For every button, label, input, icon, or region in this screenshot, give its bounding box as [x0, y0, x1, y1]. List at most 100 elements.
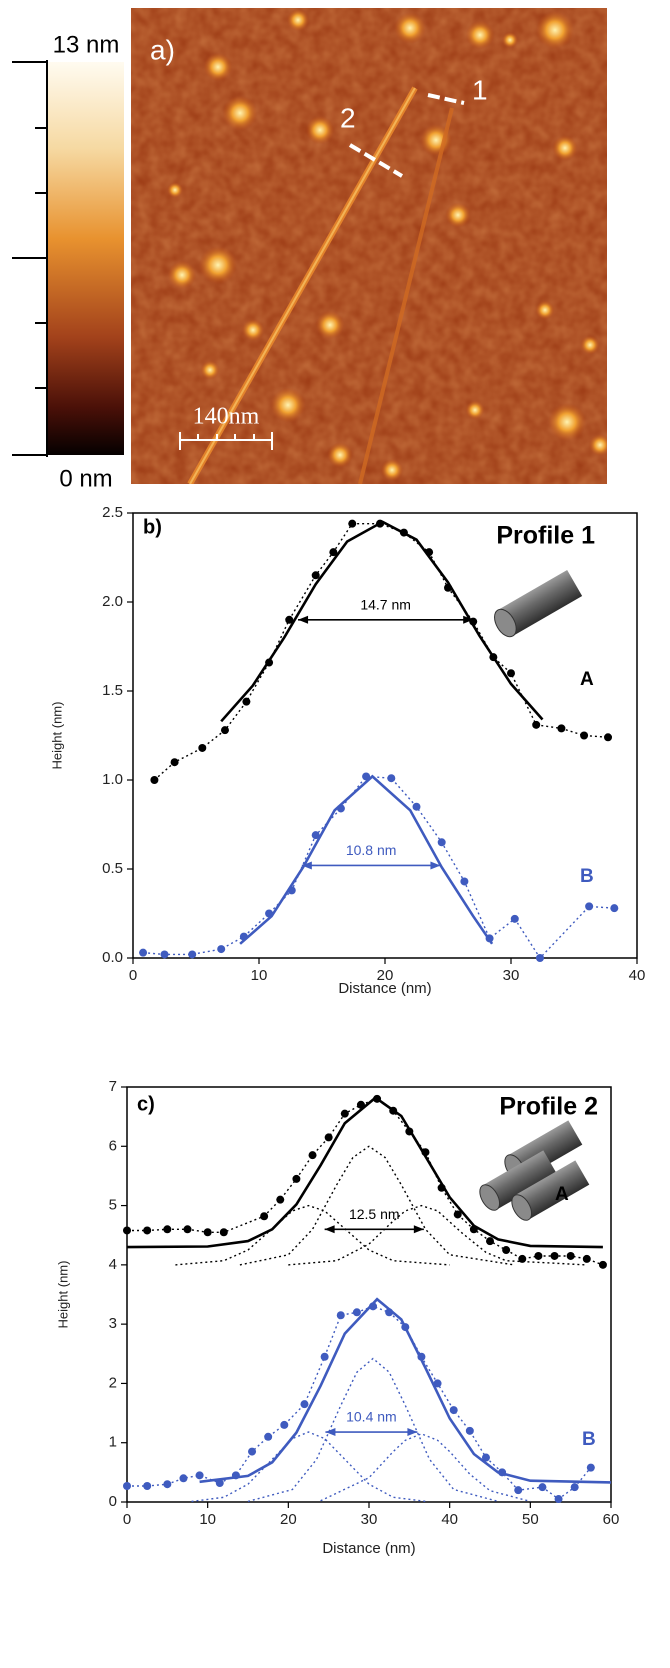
data-point [203, 1228, 212, 1237]
colorbar: 13 nm 0 nm [12, 31, 124, 492]
y-tick-label: 3 [109, 1315, 117, 1332]
x-tick-label: 10 [251, 967, 268, 984]
particle [222, 95, 258, 131]
data-point [557, 724, 566, 733]
fit-line [220, 520, 544, 723]
afm-image: 140nm a) 1 2 [131, 8, 607, 484]
data-point [604, 733, 613, 742]
data-point [143, 1226, 152, 1235]
arrow-head [325, 1428, 336, 1437]
data-point [585, 902, 594, 911]
data-point [554, 1495, 563, 1504]
particle [286, 8, 310, 32]
annotation: 10.4 nm [346, 1409, 397, 1425]
data-point [170, 758, 179, 767]
filament [358, 107, 454, 484]
curve-label: B [580, 866, 594, 887]
data-point [329, 548, 338, 557]
data-point [220, 726, 229, 735]
data-point [300, 1400, 309, 1409]
particle [445, 202, 471, 228]
curve-label: B [582, 1429, 596, 1450]
data-point [311, 831, 320, 840]
particle [465, 400, 485, 420]
particle [167, 182, 183, 198]
particle [535, 10, 575, 50]
y-tick-label: 1.5 [102, 682, 123, 699]
particle [535, 300, 555, 320]
y-tick-label: 0.0 [102, 949, 123, 966]
data-point [160, 950, 169, 959]
data-point [570, 1483, 579, 1492]
data-point [285, 615, 294, 624]
y-axis-label: Height (nm) [49, 702, 64, 770]
data-point [123, 1481, 131, 1490]
data-point [123, 1226, 131, 1235]
y-tick-label: 0.5 [102, 860, 123, 877]
y-axis-label: Height (nm) [55, 1261, 70, 1329]
data-point [198, 743, 207, 752]
x-tick-label: 30 [361, 1511, 378, 1528]
x-tick-label: 40 [629, 967, 646, 984]
particle [327, 442, 353, 468]
colorbar-min-label: 0 nm [59, 465, 112, 492]
data-point [143, 1481, 152, 1490]
data-point [292, 1174, 301, 1183]
fit-line [239, 774, 494, 945]
profile-label: 2 [340, 102, 356, 133]
data-point [320, 1352, 329, 1361]
dotted-line [153, 523, 609, 781]
arrow-head [430, 861, 441, 870]
particle [580, 335, 600, 355]
data-point [502, 1246, 511, 1255]
data-point [219, 1228, 228, 1237]
data-point [507, 669, 515, 678]
data-point [183, 1225, 192, 1234]
data-point [535, 954, 544, 962]
data-point [308, 1151, 317, 1160]
panel-label: b) [143, 516, 162, 538]
data-point [336, 1311, 345, 1320]
colorbar-gradient [48, 62, 124, 455]
data-point [566, 1251, 575, 1260]
y-tick-label: 0 [109, 1493, 117, 1510]
particle [394, 12, 426, 44]
colorbar-ticks [12, 61, 47, 456]
annotation: 12.5 nm [349, 1206, 400, 1222]
data-point [215, 1479, 224, 1488]
data-point [538, 1483, 547, 1492]
dotted-line [191, 1431, 426, 1503]
data-point [179, 1474, 188, 1483]
y-tick-label: 1.0 [102, 771, 123, 788]
x-tick-label: 20 [377, 967, 394, 984]
data-point [532, 720, 541, 729]
y-tick-label: 4 [109, 1256, 117, 1273]
y-tick-label: 5 [109, 1197, 117, 1214]
arrow-head [463, 615, 474, 624]
data-point [453, 1210, 462, 1219]
dotted-line [239, 1145, 515, 1266]
data-point [449, 1406, 458, 1415]
data-point [276, 1195, 285, 1204]
particle [241, 318, 265, 342]
dotted-line [175, 1204, 450, 1266]
x-tick-label: 30 [503, 967, 520, 984]
data-point [242, 697, 251, 706]
particle [167, 260, 197, 290]
data-point [486, 1237, 494, 1246]
dotted-line [320, 1433, 531, 1503]
arrow-head [413, 1225, 424, 1234]
x-tick-label: 0 [129, 967, 137, 984]
fit-line [126, 1096, 603, 1249]
data-point [465, 1426, 474, 1435]
dotted-line [247, 1357, 499, 1503]
y-tick-label: 7 [109, 1078, 117, 1095]
arrow-head [324, 1225, 335, 1234]
curve-label: A [555, 1184, 569, 1205]
data-point [348, 519, 357, 528]
dotted-line [143, 775, 615, 960]
data-point [586, 1463, 595, 1472]
data-point [580, 731, 589, 740]
